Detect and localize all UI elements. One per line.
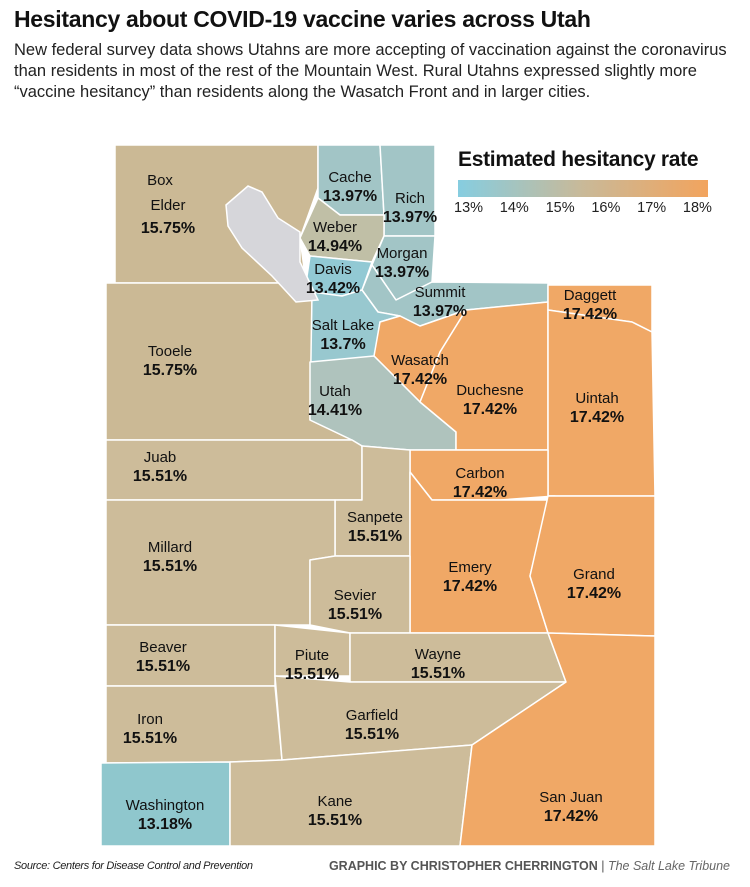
county-rate-label: 13.97%	[375, 264, 429, 281]
county-rate-label: 17.42%	[567, 585, 621, 602]
county-rate-label: 17.42%	[570, 409, 624, 426]
county-rate-label: 14.94%	[308, 238, 362, 255]
county-rate-label: 15.75%	[141, 220, 195, 237]
county-rate-label: 13.7%	[320, 336, 365, 353]
county-name-label: Morgan	[377, 245, 428, 262]
county-name-label: Sanpete	[347, 509, 403, 526]
county-rate-label: 14.41%	[308, 402, 362, 419]
legend-tick: 15%	[545, 200, 575, 216]
county-name-label: Juab	[144, 449, 177, 466]
county-rate-label: 17.42%	[463, 401, 517, 418]
county-rate-label: 15.51%	[285, 666, 339, 683]
county-name-label: San Juan	[539, 789, 602, 806]
county-name-label: Utah	[319, 383, 351, 400]
county-rate-label: 15.51%	[143, 558, 197, 575]
county-name-label: Piute	[295, 647, 329, 664]
county-name-label: Iron	[137, 711, 163, 728]
county-name-label: Davis	[314, 261, 352, 278]
legend-tick: 13%	[454, 200, 484, 216]
publication-name: The Salt Lake Tribune	[607, 859, 730, 873]
county-rate-label: 15.51%	[345, 726, 399, 743]
county-rate-label: 15.75%	[143, 362, 197, 379]
county-iron	[105, 685, 283, 764]
legend-tick: 16%	[591, 200, 621, 216]
county-name-label: Sevier	[334, 587, 377, 604]
county-rate-label: 17.42%	[453, 484, 507, 501]
county-name-label: Tooele	[148, 343, 192, 360]
county-name-label: Millard	[148, 539, 192, 556]
legend-tick: 14%	[499, 200, 529, 216]
county-rate-label: 13.97%	[323, 188, 377, 205]
county-name-label: Elder	[150, 197, 185, 214]
legend-color-bar	[458, 180, 708, 197]
great-salt-lake	[225, 185, 320, 303]
county-beaver	[105, 624, 276, 687]
county-name-label: Washington	[126, 797, 205, 814]
source-note: Source: Centers for Disease Control and …	[14, 860, 253, 872]
county-rate-label: 17.42%	[393, 371, 447, 388]
county-name-label: Box	[147, 172, 173, 189]
county-rate-label: 17.42%	[443, 578, 497, 595]
county-name-label: Carbon	[455, 465, 504, 482]
county-name-label: Emery	[448, 559, 492, 576]
credit-line: GRAPHIC BY CHRISTOPHER CHERRINGTON | The…	[329, 859, 730, 873]
county-name-label: Garfield	[346, 707, 399, 724]
county-name-label: Wayne	[415, 646, 461, 663]
county-rate-label: 15.51%	[348, 528, 402, 545]
county-rate-label: 13.18%	[138, 816, 192, 833]
county-rate-label: 15.51%	[123, 730, 177, 747]
legend: Estimated hesitancy rate 13% 14% 15% 16%…	[454, 148, 718, 216]
county-name-label: Rich	[395, 190, 425, 207]
county-rate-label: 15.51%	[308, 812, 362, 829]
county-name-label: Grand	[573, 566, 615, 583]
county-rate-label: 17.42%	[544, 808, 598, 825]
county-name-label: Kane	[317, 793, 352, 810]
subtitle: New federal survey data shows Utahns are…	[14, 41, 727, 101]
county-rate-label: 15.51%	[133, 468, 187, 485]
graphic-credit: GRAPHIC BY CHRISTOPHER CHERRINGTON	[328, 859, 598, 873]
county-name-label: Summit	[415, 284, 467, 301]
county-name-label: Wasatch	[391, 352, 449, 369]
county-name-label: Cache	[328, 169, 371, 186]
county-rate-label: 13.97%	[383, 209, 437, 226]
county-rate-label: 15.51%	[136, 658, 190, 675]
legend-title: Estimated hesitancy rate	[458, 148, 699, 171]
county-name-label: Weber	[313, 219, 357, 236]
county-rate-label: 17.42%	[563, 306, 617, 323]
county-rate-label: 15.51%	[328, 606, 382, 623]
county-millard	[105, 499, 336, 626]
legend-tick: 18%	[682, 200, 712, 216]
county-name-label: Duchesne	[456, 382, 524, 399]
county-name-label: Uintah	[575, 390, 618, 407]
county-name-label: Salt Lake	[312, 317, 375, 334]
county-rate-label: 13.97%	[413, 303, 467, 320]
county-rate-label: 13.42%	[306, 280, 360, 297]
credit-separator: |	[601, 859, 605, 873]
county-san-juan	[459, 632, 656, 847]
county-name-label: Daggett	[564, 287, 617, 304]
legend-ticks: 13% 14% 15% 16% 17% 18%	[454, 200, 712, 216]
legend-tick: 17%	[637, 200, 667, 216]
county-name-label: Beaver	[139, 639, 187, 656]
page-title: Hesitancy about COVID-19 vaccine varies …	[14, 6, 591, 32]
county-rate-label: 15.51%	[411, 665, 465, 682]
